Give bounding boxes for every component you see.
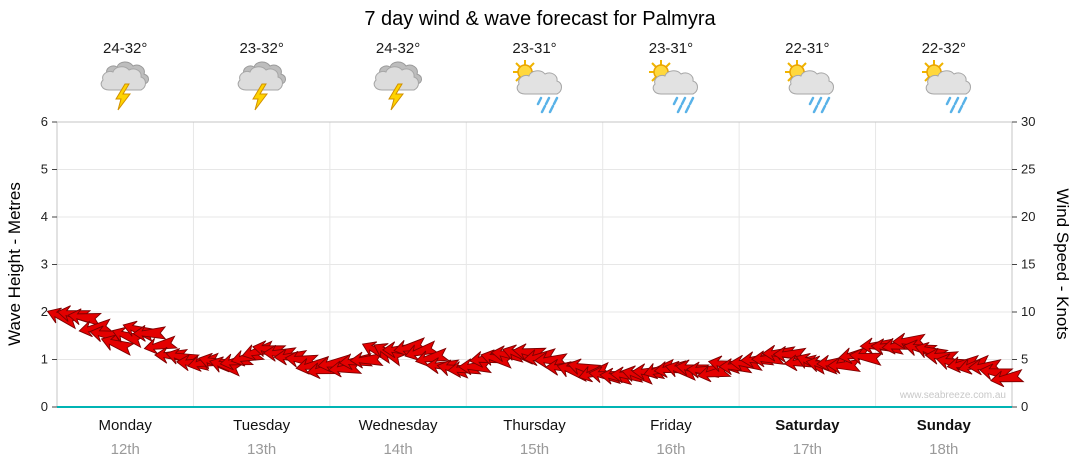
day-temperature-range: 23-32° [239, 40, 284, 57]
right-tick-label: 0 [1021, 399, 1028, 414]
wind-arrow [989, 369, 1025, 388]
wind-arrow [67, 308, 102, 327]
sun-showers-icon-svg [512, 60, 562, 114]
left-tick-label: 1 [41, 352, 48, 367]
weather-icon-sun-showers [639, 58, 703, 114]
wind-arrow [848, 348, 884, 366]
day-date-label: 18th [929, 441, 959, 458]
day-name-label: Monday [98, 417, 152, 434]
left-tick-label: 5 [41, 162, 48, 177]
day-temperature-range: 22-32° [921, 40, 966, 57]
weather-icon-sun-showers [503, 58, 567, 114]
day-name-label: Wednesday [358, 417, 438, 434]
weather-icon-thunderstorm [93, 58, 157, 114]
day-temperature-range: 24-32° [375, 40, 421, 57]
sun-showers-icon-svg [921, 60, 971, 114]
wind-arrow [46, 307, 81, 330]
day-date-label: 14th [383, 441, 413, 458]
right-tick-label: 25 [1021, 162, 1035, 177]
watermark: www.seabreeze.com.au [899, 390, 1006, 401]
thunderstorm-icon-svg [100, 61, 150, 111]
wind-arrow [826, 357, 861, 375]
wind-arrow [111, 326, 146, 349]
wind-arrow [349, 351, 384, 369]
day-date-label: 13th [247, 441, 277, 458]
day-date-label: 15th [519, 441, 550, 458]
right-tick-label: 30 [1021, 114, 1035, 129]
sun-showers-icon-svg [785, 60, 835, 114]
weather-icon-thunderstorm [366, 58, 430, 114]
sun-showers-icon-svg [648, 60, 698, 114]
wind-arrow [143, 335, 179, 355]
day-temperature-range: 23-31° [648, 40, 694, 57]
page-title: 7 day wind & wave forecast for Palmyra [364, 8, 716, 30]
wind-arrow [132, 325, 167, 342]
weather-icon-sun-showers [775, 58, 839, 114]
left-tick-label: 2 [41, 304, 48, 319]
wind-arrow [100, 334, 136, 356]
wind-arrow [78, 318, 114, 338]
day-temperature-range: 22-31° [785, 40, 830, 57]
day-name-label: Sunday [916, 417, 971, 434]
weather-icon-thunderstorm [230, 58, 294, 114]
day-name-label: Thursday [503, 417, 566, 434]
right-tick-label: 20 [1021, 209, 1035, 224]
right-tick-label: 15 [1021, 257, 1035, 272]
day-date-label: 17th [792, 441, 822, 458]
day-name-label: Saturday [775, 417, 840, 434]
left-tick-label: 4 [41, 209, 48, 224]
left-tick-label: 3 [41, 257, 48, 272]
thunderstorm-icon-svg [373, 61, 423, 111]
day-temperature-range: 23-31° [512, 40, 557, 57]
thunderstorm-icon-svg [237, 61, 286, 111]
left-tick-label: 6 [41, 114, 48, 129]
right-tick-label: 10 [1021, 304, 1035, 319]
day-date-label: 12th [110, 441, 140, 458]
day-date-label: 16th [656, 441, 686, 458]
weather-icon-sun-showers [912, 58, 976, 114]
left-tick-label: 0 [41, 399, 48, 414]
day-name-label: Tuesday [233, 417, 291, 434]
wind-arrow [404, 340, 439, 361]
right-tick-label: 5 [1021, 352, 1028, 367]
day-name-label: Friday [650, 417, 692, 434]
day-temperature-range: 24-32° [103, 40, 148, 57]
